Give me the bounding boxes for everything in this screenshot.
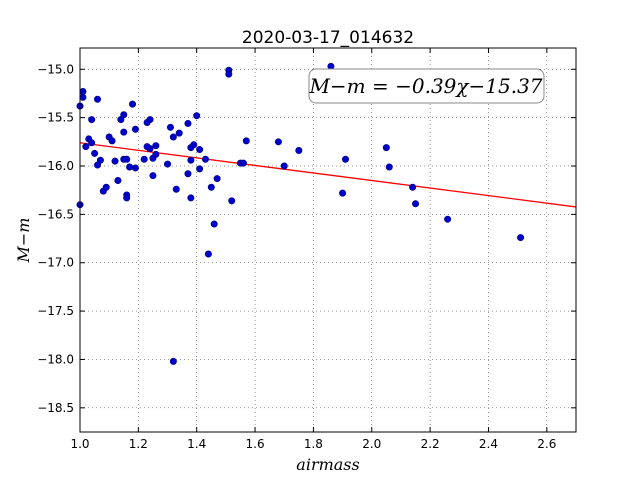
y-tick-label: −16.0 [37,159,74,173]
data-point [204,250,212,258]
data-point [382,144,390,152]
data-point [169,133,177,141]
data-point [88,139,96,147]
chart-title: 2020-03-17_014632 [242,28,414,48]
data-point [207,183,215,191]
data-point [79,88,87,96]
data-point [131,125,139,133]
data-point [201,155,209,163]
data-point [152,142,160,150]
x-tick-label: 1.6 [246,437,265,451]
data-point [129,100,137,108]
data-point [91,149,99,157]
data-point [187,194,195,202]
annotation-box [308,68,545,104]
data-point [517,234,525,242]
data-point [111,157,119,165]
axis-ticks: 1.0 1.2 1.4 1.6 1.8 2.0 2.2 2.4 2.6 −15.0 −15.5 −16… [37,48,576,451]
data-point [409,183,417,191]
y-tick-label: −16.5 [37,207,74,221]
data-point [140,155,148,163]
x-axis-label: airmass [296,455,359,474]
data-points [76,62,525,365]
data-point [102,183,110,191]
data-point [274,138,282,146]
data-point [295,147,303,155]
x-tick-label: 1.0 [70,437,89,451]
data-point [239,159,247,167]
data-point [184,119,192,127]
data-point [187,156,195,164]
data-point [146,116,154,124]
data-point [196,165,204,173]
x-tick-label: 1.8 [304,437,323,451]
data-point [96,156,104,164]
y-tick-label: −18.5 [37,401,74,415]
data-point [164,160,172,168]
data-point [79,93,87,101]
data-point [123,155,131,163]
y-tick-label: −15.5 [37,111,74,125]
data-point [108,137,116,145]
data-point [385,163,393,171]
data-point [143,143,151,151]
y-tick-label: −17.0 [37,256,74,270]
fit-line [79,142,577,208]
x-tick-label: 1.2 [129,437,148,451]
data-point [196,146,204,154]
annotation-text: M−m = −0.39χ−15.37 [308,74,542,98]
x-tick-label: 2.4 [479,437,498,451]
data-point [166,123,174,131]
x-tick-label: 2.0 [362,437,381,451]
x-tick-label: 2.2 [421,437,440,451]
data-point [280,162,288,170]
data-point [444,215,452,223]
data-point [193,112,201,120]
data-point [114,177,122,185]
data-point [126,163,134,171]
y-tick-label: −17.5 [37,304,74,318]
data-point [184,170,192,178]
data-point [149,172,157,180]
data-point [94,95,102,103]
data-point [131,164,139,172]
data-point [190,141,198,149]
data-point [225,70,233,78]
fit-line-layer [79,142,577,208]
data-point [228,197,236,205]
data-point [82,143,90,151]
data-point [175,129,183,137]
x-tick-label: 2.6 [537,437,556,451]
data-point [152,150,160,158]
data-point [169,357,177,365]
grid [79,48,576,432]
x-tick-label: 1.4 [187,437,206,451]
data-point [210,220,218,228]
data-point [120,128,128,136]
data-point [123,194,131,202]
fit-annotation: M−m = −0.39χ−15.37 [308,68,545,104]
y-tick-label: −18.0 [37,352,74,366]
y-tick-label: −15.0 [37,62,74,76]
y-axis-label: M−m [14,218,33,264]
data-point [242,137,250,145]
data-point [172,185,180,193]
data-point [120,111,128,119]
plot-frame [79,47,577,433]
data-point [339,189,347,197]
data-point [88,116,96,124]
data-point [412,200,420,208]
data-point [342,155,350,163]
data-point [213,175,221,183]
